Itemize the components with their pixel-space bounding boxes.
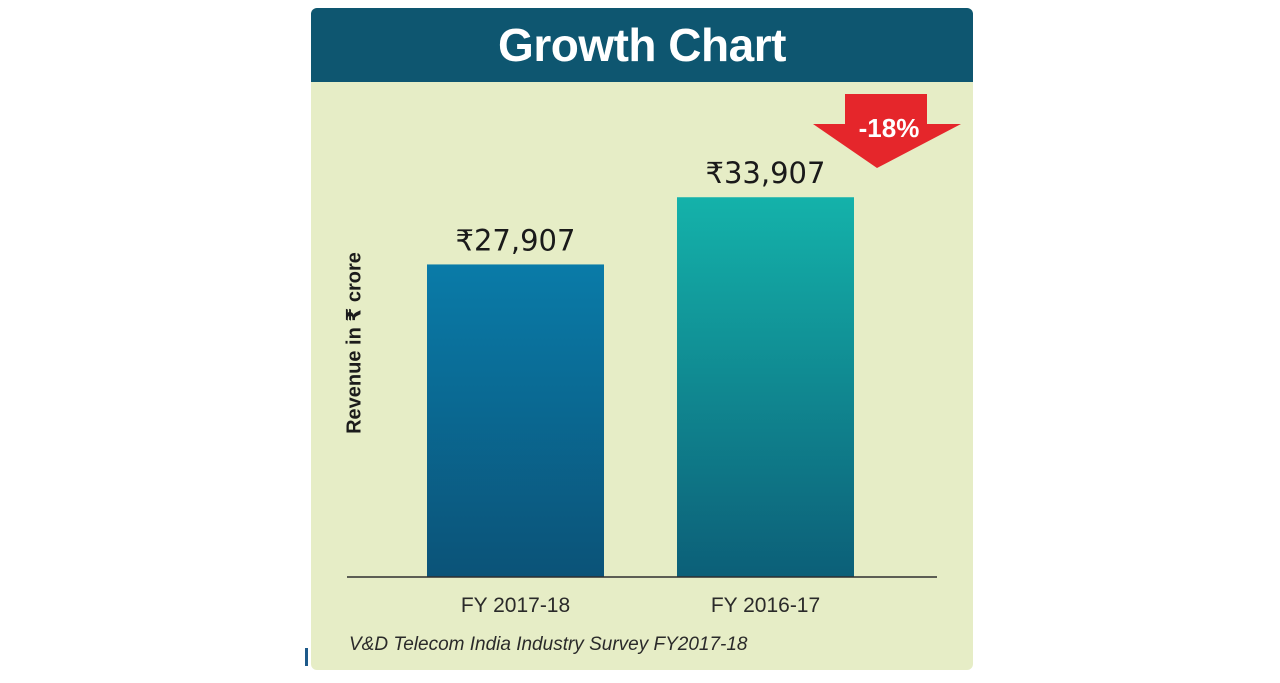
chart-card: Growth Chart ₹27,907 FY 2017-18 ₹33,907 FY … [305,8,973,670]
down-arrow-icon [813,94,961,168]
source-caption: V&D Telecom India Industry Survey FY2017… [349,634,748,655]
bar-2 [677,197,854,578]
x-tick-label-2: FY 2016-17 [711,594,820,617]
bar-value-label-1: ₹27,907 [456,223,576,257]
x-tick-label-1: FY 2017-18 [461,594,570,617]
y-axis-label: Revenue in ₹ crore [343,252,366,434]
bar-chart: ₹27,907 FY 2017-18 ₹33,907 FY 2016-17 -18% [347,94,961,617]
chart-title: Growth Chart [498,19,786,71]
bar-1 [427,264,604,577]
title-bar: Growth Chart [311,8,973,82]
change-percent-label: -18% [859,113,920,143]
bar-value-label-2: ₹33,907 [706,156,826,190]
change-annotation: -18% [813,94,961,168]
edge-mark [305,648,308,666]
